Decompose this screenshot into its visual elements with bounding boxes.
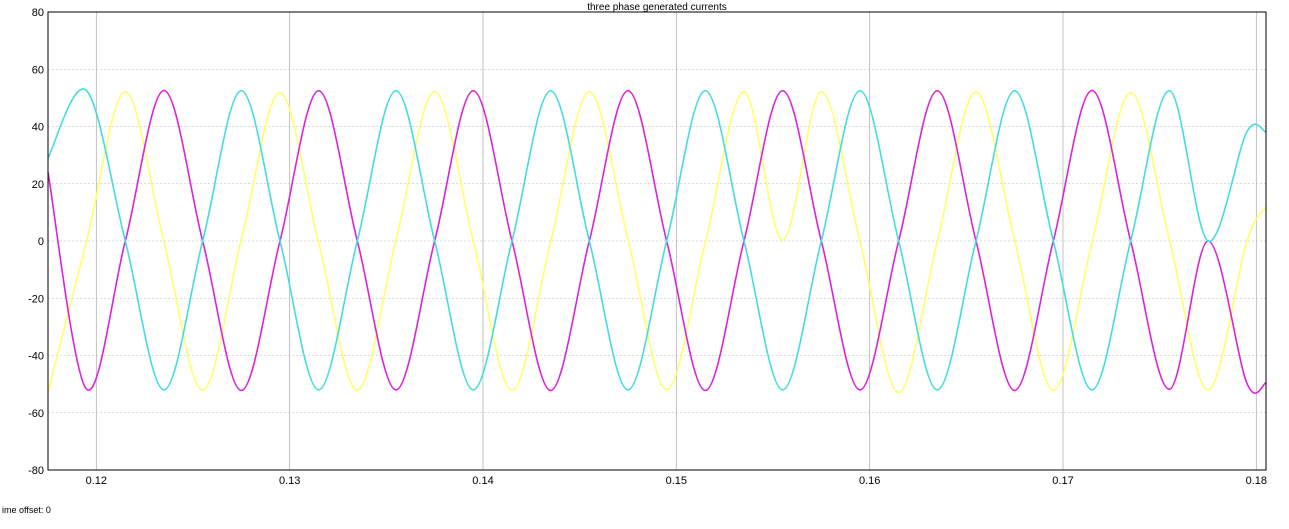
y-tick-label: 20 bbox=[32, 179, 44, 191]
x-tick-label: 0.17 bbox=[1052, 475, 1073, 487]
x-axis: 0.12 0.13 0.14 0.15 0.16 0.17 0.18 bbox=[86, 475, 1267, 487]
series-line-1 bbox=[47, 90, 1267, 394]
series-line-3 bbox=[47, 88, 1267, 391]
time-offset-label: ime offset: 0 bbox=[2, 505, 51, 515]
y-tick-label: 80 bbox=[32, 7, 44, 19]
y-tick-label: -40 bbox=[28, 351, 44, 363]
chart-title: three phase generated currents bbox=[587, 2, 727, 13]
y-tick-label: -20 bbox=[28, 293, 44, 305]
y-axis: -80 -60 -40 -20 0 20 40 60 80 bbox=[28, 7, 44, 477]
x-tick-label: 0.14 bbox=[472, 475, 493, 487]
grid-lines bbox=[48, 12, 1266, 470]
series-layer bbox=[47, 88, 1267, 394]
y-tick-label: 60 bbox=[32, 64, 44, 76]
y-tick-label: 40 bbox=[32, 122, 44, 134]
x-tick-label: 0.16 bbox=[859, 475, 880, 487]
plot-frame bbox=[47, 11, 1267, 471]
y-tick-label: 0 bbox=[38, 236, 44, 248]
y-tick-label: -60 bbox=[28, 408, 44, 420]
x-tick-label: 0.15 bbox=[666, 475, 687, 487]
x-tick-label: 0.18 bbox=[1246, 475, 1267, 487]
x-tick-label: 0.13 bbox=[279, 475, 300, 487]
y-tick-label: -80 bbox=[28, 465, 44, 477]
series-line-2 bbox=[47, 89, 1267, 394]
x-tick-label: 0.12 bbox=[86, 475, 107, 487]
scope-plot: 0.12 0.13 0.14 0.15 0.16 0.17 0.18 -80 -60 -40 -2… bbox=[28, 2, 1267, 487]
